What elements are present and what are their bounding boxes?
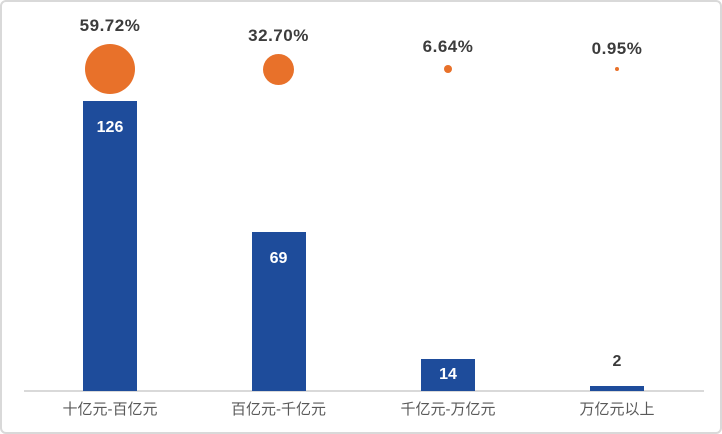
bubble-marker: [615, 67, 619, 71]
bar: [83, 100, 137, 391]
bar: [590, 386, 644, 391]
percent-label: 6.64%: [422, 37, 474, 56]
percent-label: 32.70%: [248, 25, 309, 45]
bar: [421, 358, 475, 391]
bar: [251, 232, 306, 391]
category-label: 十亿元-百亿元: [62, 401, 158, 418]
chart-column: 59.72% 126 十亿元-百亿元: [25, 2, 195, 432]
chart-column: 0.95% 2 万亿元以上: [532, 2, 702, 432]
x-axis-line: [24, 390, 704, 392]
bar-value-label: 126: [96, 118, 124, 136]
category-label: 万亿元以上: [579, 401, 655, 418]
bubble-marker: [263, 53, 294, 85]
category-label: 百亿元-千亿元: [231, 401, 326, 418]
bubble-marker: [85, 44, 135, 94]
bar-value-label: 14: [439, 365, 457, 383]
category-label: 千亿元-万亿元: [400, 401, 496, 418]
bubble-marker: [444, 65, 452, 73]
percent-label: 0.95%: [591, 39, 643, 58]
chart-column: 32.70% 69 百亿元-千亿元: [194, 2, 364, 432]
bar-value-label: 2: [612, 353, 622, 371]
bar-value-label: 69: [269, 250, 288, 268]
percent-label: 59.72%: [79, 16, 141, 35]
chart-column: 6.64% 14 千亿元-万亿元: [363, 2, 533, 432]
